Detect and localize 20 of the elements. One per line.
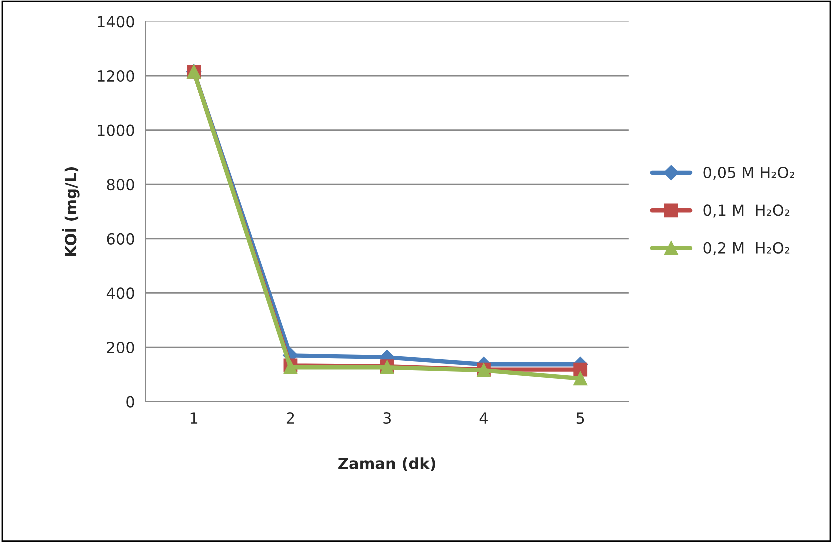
y-tick-label: 800 xyxy=(107,179,134,191)
y-tick-label: 200 xyxy=(107,342,134,354)
x-tick-label: 1 xyxy=(190,412,198,424)
x-tick-label: 4 xyxy=(480,412,488,424)
y-tick-label: 1000 xyxy=(98,124,134,136)
x-tick-label: 5 xyxy=(576,412,584,424)
legend-label: 0,1 M H₂O₂ xyxy=(704,204,790,218)
legend-label: 0,2 M H₂O₂ xyxy=(704,242,790,256)
x-tick-label: 2 xyxy=(286,412,294,424)
y-tick-label: 0 xyxy=(126,396,134,408)
y-tick-label: 1400 xyxy=(98,16,134,28)
y-tick-label: 600 xyxy=(107,233,134,245)
legend-label: 0,05 M H₂O₂ xyxy=(704,166,794,180)
point xyxy=(574,372,588,386)
y-tick-label: 1200 xyxy=(98,70,134,82)
y-axis-title: KOİ (mg/L) xyxy=(62,167,80,256)
y-tick-label: 400 xyxy=(106,288,134,300)
x-tick-label: 3 xyxy=(384,412,391,424)
point xyxy=(574,362,588,377)
x-axis-title: Zaman (dk) xyxy=(338,458,436,472)
